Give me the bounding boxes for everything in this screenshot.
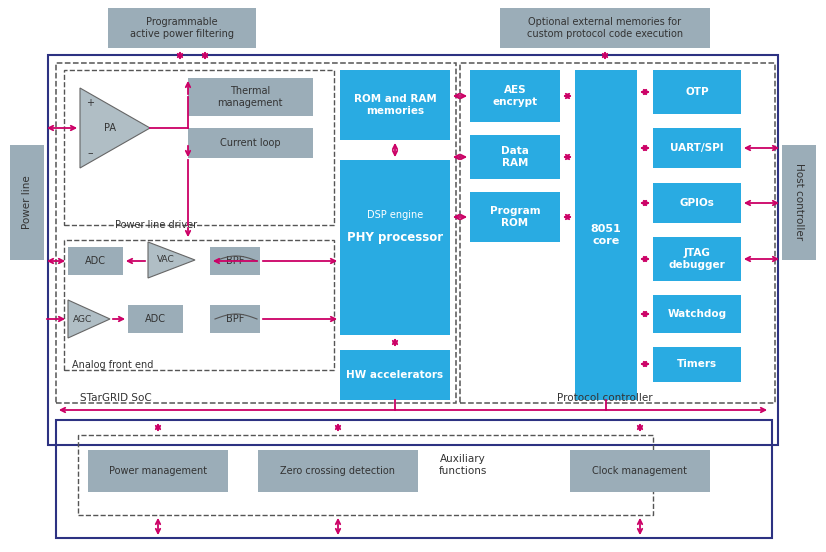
Bar bbox=[653, 347, 741, 382]
Text: Host controller: Host controller bbox=[794, 163, 804, 241]
Bar bbox=[782, 145, 816, 260]
Text: Analog front end: Analog front end bbox=[72, 360, 154, 370]
Bar bbox=[653, 237, 741, 281]
Bar bbox=[88, 450, 228, 492]
Text: Power line: Power line bbox=[22, 175, 32, 229]
Bar bbox=[64, 70, 334, 225]
Text: AES
encrypt: AES encrypt bbox=[492, 85, 538, 107]
Text: AGC: AGC bbox=[74, 315, 93, 323]
Text: ROM and RAM
memories: ROM and RAM memories bbox=[354, 94, 436, 116]
Text: Data
RAM: Data RAM bbox=[501, 146, 529, 168]
Bar bbox=[340, 350, 450, 400]
Text: +: + bbox=[86, 98, 94, 108]
Text: Timers: Timers bbox=[677, 359, 717, 369]
Bar bbox=[470, 192, 560, 242]
Text: Zero crossing detection: Zero crossing detection bbox=[281, 466, 396, 476]
Text: 8051
core: 8051 core bbox=[591, 224, 621, 246]
Bar bbox=[128, 305, 183, 333]
Text: BPF: BPF bbox=[225, 256, 244, 266]
Text: Thermal
management: Thermal management bbox=[217, 86, 282, 108]
Text: Power management: Power management bbox=[109, 466, 207, 476]
Polygon shape bbox=[80, 88, 150, 168]
Bar bbox=[210, 305, 260, 333]
Bar bbox=[188, 128, 313, 158]
Bar bbox=[460, 63, 775, 403]
Bar bbox=[64, 240, 334, 370]
Bar bbox=[575, 70, 637, 400]
Text: UART/SPI: UART/SPI bbox=[670, 143, 724, 153]
Bar bbox=[653, 183, 741, 223]
Bar bbox=[500, 8, 710, 48]
Bar bbox=[10, 145, 44, 260]
Polygon shape bbox=[68, 300, 110, 338]
Text: Auxiliary
functions: Auxiliary functions bbox=[439, 454, 487, 476]
Text: Clock management: Clock management bbox=[592, 466, 687, 476]
Polygon shape bbox=[148, 242, 195, 278]
Text: Current loop: Current loop bbox=[220, 138, 280, 148]
Bar bbox=[210, 247, 260, 275]
Text: Watchdog: Watchdog bbox=[667, 309, 727, 319]
Bar bbox=[653, 70, 741, 114]
Text: ADC: ADC bbox=[145, 314, 165, 324]
Bar bbox=[340, 160, 450, 335]
Text: OTP: OTP bbox=[686, 87, 709, 97]
Bar bbox=[68, 247, 123, 275]
Text: –: – bbox=[88, 148, 93, 158]
Text: HW accelerators: HW accelerators bbox=[346, 370, 444, 380]
Text: BPF: BPF bbox=[225, 314, 244, 324]
Text: DSP engine: DSP engine bbox=[367, 210, 423, 220]
Bar bbox=[48, 55, 778, 445]
Text: ADC: ADC bbox=[84, 256, 106, 266]
Bar bbox=[56, 420, 772, 538]
Text: Program
ROM: Program ROM bbox=[490, 206, 540, 228]
Text: Programmable
active power filtering: Programmable active power filtering bbox=[130, 17, 234, 39]
Text: GPIOs: GPIOs bbox=[680, 198, 714, 208]
Bar bbox=[340, 70, 450, 140]
Bar bbox=[258, 450, 418, 492]
Bar bbox=[653, 128, 741, 168]
Bar bbox=[470, 135, 560, 179]
Text: Optional external memories for
custom protocol code execution: Optional external memories for custom pr… bbox=[527, 17, 683, 39]
Bar bbox=[570, 450, 710, 492]
Bar bbox=[78, 435, 653, 515]
Bar bbox=[653, 295, 741, 333]
Bar bbox=[470, 70, 560, 122]
Bar bbox=[108, 8, 256, 48]
Text: PHY processor: PHY processor bbox=[347, 231, 443, 245]
Text: Power line driver: Power line driver bbox=[115, 220, 197, 230]
Text: Protocol controller: Protocol controller bbox=[558, 393, 653, 403]
Bar bbox=[56, 63, 456, 403]
Text: VAC: VAC bbox=[157, 256, 175, 264]
Text: PA: PA bbox=[104, 123, 116, 133]
Text: STarGRID SoC: STarGRID SoC bbox=[80, 393, 152, 403]
Text: JTAG
debugger: JTAG debugger bbox=[668, 248, 725, 270]
Bar bbox=[188, 78, 313, 116]
